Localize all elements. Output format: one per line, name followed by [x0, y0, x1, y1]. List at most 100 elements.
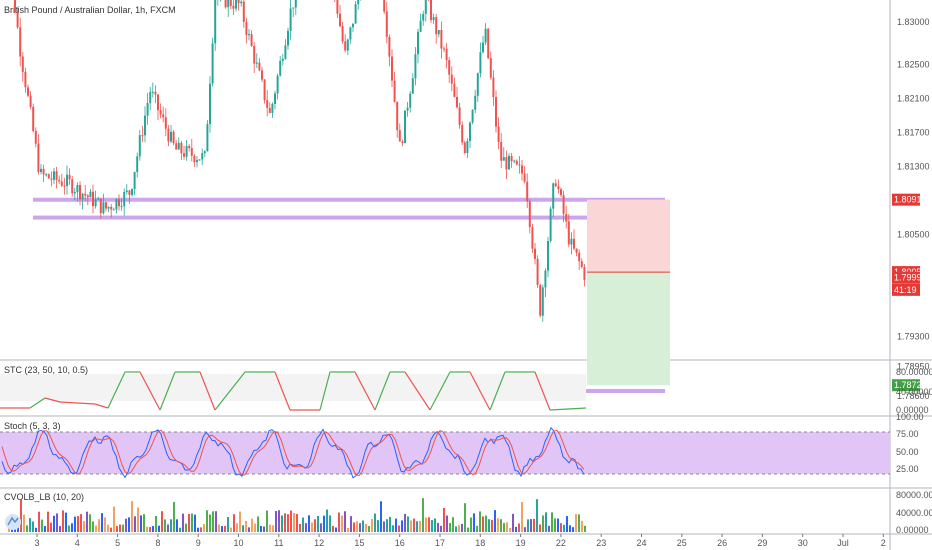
volume-bar	[404, 513, 406, 532]
time-tick: 30	[798, 538, 808, 548]
stc-segment	[59, 401, 96, 405]
candle-body	[523, 173, 526, 182]
time-tick: 18	[475, 538, 485, 548]
volume-bar	[527, 519, 529, 532]
volume-bar	[56, 513, 58, 532]
candle-body	[235, 0, 237, 9]
candle-body	[424, 0, 427, 14]
cvol-tick: 0.00000	[896, 525, 929, 535]
candle-body	[172, 131, 175, 144]
candle-body	[526, 181, 529, 202]
volume-bar	[518, 523, 520, 532]
candle-body	[177, 142, 180, 150]
candle-body	[240, 1, 243, 4]
volume-bar	[284, 513, 286, 532]
volume-bar	[47, 511, 49, 532]
volume-bar	[293, 512, 295, 532]
volume-bar	[374, 513, 376, 532]
stc-segment	[274, 371, 291, 411]
volume-bar	[515, 526, 517, 532]
volume-bar	[236, 523, 238, 532]
volume-bar	[254, 523, 256, 532]
candle-body	[146, 103, 149, 116]
tradingview-logo-icon[interactable]	[5, 514, 21, 530]
candle-body	[419, 20, 422, 32]
candle-body	[466, 140, 469, 154]
time-tick: 11	[274, 538, 283, 548]
volume-bar	[554, 518, 556, 532]
cvol-title: CVOLB_LB (10, 20)	[4, 492, 84, 502]
volume-bar	[467, 527, 469, 532]
volume-bar	[131, 501, 133, 532]
candle-body	[170, 131, 172, 142]
volume-bar	[332, 525, 334, 532]
volume-bar	[170, 519, 172, 532]
volume-bar	[305, 523, 307, 532]
candle-body	[274, 93, 276, 104]
volume-bar	[89, 514, 91, 532]
candle-body	[229, 0, 232, 6]
cvol-pane[interactable]: CVOLB_LB (10, 20)	[4, 492, 586, 532]
stc-segment	[429, 371, 451, 411]
candle-body	[248, 34, 250, 36]
volume-bar	[257, 516, 259, 532]
candle-body	[492, 77, 495, 98]
stoch-pane[interactable]: Stoch (5, 3, 3)	[0, 421, 890, 479]
candle-body	[515, 160, 518, 165]
candle-body	[123, 191, 126, 207]
price-badge-label: 1.80911	[894, 195, 926, 205]
volume-bar	[440, 525, 442, 532]
volume-bar	[401, 520, 403, 532]
candle-body	[508, 155, 510, 170]
price-pane[interactable]: British Pound / Australian Dollar, 1h, F…	[1, 0, 670, 393]
volume-bar	[512, 513, 514, 532]
stc-segment	[159, 371, 176, 411]
candle-body	[32, 106, 35, 131]
time-axis[interactable]: 3 4 5 8 9 10 11 12 15 16 17 18 19 22 23 24 25 26 29 30 Jul 2	[34, 534, 886, 548]
volume-bar	[71, 523, 73, 532]
short-position-tool[interactable]	[587, 199, 670, 386]
time-tick: 29	[757, 538, 767, 548]
candle-body	[453, 83, 456, 97]
stc-pane[interactable]: STC (23, 50, 10, 0.5)	[0, 365, 587, 411]
support-resistance-level[interactable]	[33, 197, 665, 202]
support-resistance-level[interactable]	[33, 215, 665, 220]
volume-bar	[260, 525, 262, 532]
candle-body	[29, 95, 32, 107]
volume-bar	[419, 520, 421, 532]
candle-body	[203, 151, 206, 154]
volume-bar	[428, 517, 430, 532]
price-badge-label: 41:19	[894, 285, 917, 295]
price-badge-label: 1.79993	[894, 273, 927, 283]
candle-body	[292, 7, 295, 9]
candle-body	[339, 13, 341, 27]
candle-body	[539, 284, 542, 316]
candle-body	[71, 179, 74, 194]
volume-bar	[104, 517, 106, 532]
stop-zone[interactable]	[587, 199, 670, 273]
candle-body	[136, 156, 139, 172]
candle-body	[560, 189, 562, 196]
candle-body	[398, 130, 401, 142]
price-axis[interactable]: 1.855001.850001.845001.840001.835001.830…	[897, 0, 930, 401]
cvol-tick: 40000.00000	[896, 508, 932, 518]
volume-bar	[398, 525, 400, 532]
candle-body	[40, 168, 42, 173]
candle-body	[565, 213, 568, 222]
candle-body	[66, 174, 68, 186]
time-tick: 23	[596, 538, 606, 548]
candle-body	[354, 4, 357, 24]
volume-bar	[194, 514, 196, 532]
candle-body	[258, 62, 261, 71]
volume-bar	[143, 514, 145, 532]
volume-bar	[482, 516, 484, 532]
candle-body	[580, 261, 583, 267]
candle-body	[294, 0, 297, 8]
candle-body	[414, 54, 417, 79]
volume-bar	[575, 514, 577, 532]
target-zone[interactable]	[587, 272, 670, 386]
time-tick: 24	[636, 538, 646, 548]
volume-bar	[179, 527, 181, 532]
